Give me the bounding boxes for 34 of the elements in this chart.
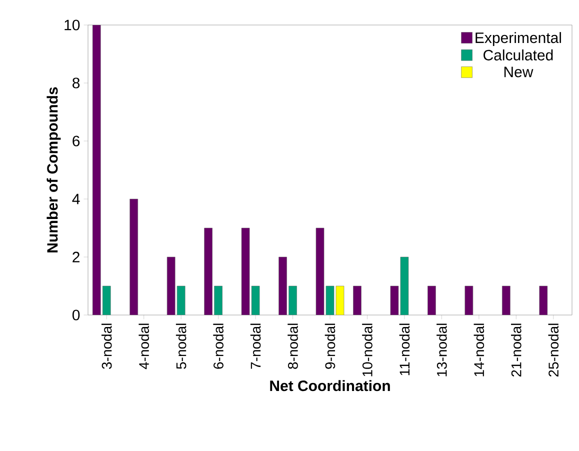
x-tick-label: 10-nodal [362,324,372,376]
x-tick-label: 14-nodal [474,324,484,376]
x-tick-label: 25-nodal [548,324,559,377]
bar [464,286,474,315]
legend-label: Experimental [476,32,561,46]
y-tick-label: 0 [72,310,80,320]
x-tick-label: 3-nodal [101,324,112,369]
bar [130,198,138,315]
x-tick-label: 6-nodal [213,324,224,369]
bar [176,286,186,315]
x-axis-title: Net Coordination [270,380,390,392]
x-tick-label: 21-nodal [511,324,522,377]
x-tick-label: 7-nodal [250,324,261,369]
bar [288,286,297,315]
y-tick-label: 8 [72,78,80,88]
bar [214,286,222,315]
bar [428,286,436,315]
x-tick-label: 9-nodal [324,324,336,369]
y-tick-label: 2 [72,252,80,262]
bar [353,286,362,315]
y-axis-title: Number of Compounds [46,87,61,252]
y-tick-label: 10 [64,20,80,30]
bar [102,286,111,315]
y-tick-label: 4 [72,194,80,204]
legend-label: New [504,66,534,78]
x-tick-label: 13-nodal [436,324,447,376]
x-tick-label: 11-nodal [399,324,410,376]
bar [502,286,510,315]
legend-label: Calculated [484,49,553,60]
bar [539,286,548,315]
x-tick-label: 8-nodal [288,324,298,369]
x-tick-label: 4-nodal [138,324,149,370]
x-tick-label: 5-nodal [176,324,186,369]
y-tick-label: 6 [72,136,80,146]
